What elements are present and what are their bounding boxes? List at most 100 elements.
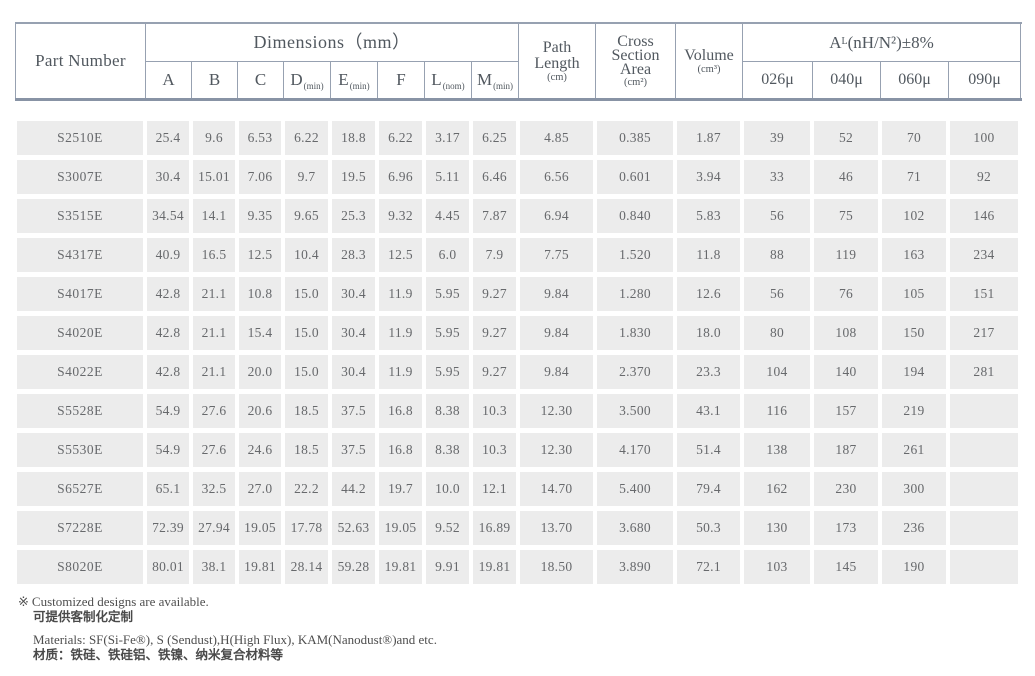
data-cell: 9.27 bbox=[471, 274, 518, 313]
data-cell: 19.05 bbox=[237, 508, 283, 547]
data-cell: 19.5 bbox=[330, 157, 377, 196]
data-cell: 21.1 bbox=[191, 313, 237, 352]
data-cell: 3.94 bbox=[675, 157, 742, 196]
dim-col-c-label: C bbox=[254, 70, 267, 90]
customized-note-cn: 可提供客制化定制 bbox=[33, 610, 134, 624]
part-number-cell: S4317E bbox=[15, 235, 145, 274]
data-cell: 5.95 bbox=[424, 352, 471, 391]
data-cell: 1.280 bbox=[595, 274, 675, 313]
data-cell: 3.890 bbox=[595, 547, 675, 586]
table-body: S2510E 25.4 9.6 6.53 6.22 18.8 6.22 3.17 6.25 4.8… bbox=[15, 118, 1022, 586]
data-cell: 6.96 bbox=[377, 157, 424, 196]
data-cell: 72.1 bbox=[675, 547, 742, 586]
dim-col-d-sub: (min) bbox=[303, 80, 324, 91]
data-cell: 80 bbox=[742, 313, 812, 352]
data-cell: 9.6 bbox=[191, 118, 237, 157]
part-number-cell: S2510E bbox=[15, 118, 145, 157]
path-length-unit: (cm) bbox=[547, 71, 567, 83]
al-base: A bbox=[829, 32, 842, 52]
data-cell: 42.8 bbox=[145, 313, 191, 352]
dim-col-m-label: M bbox=[476, 70, 493, 90]
dim-col-f: F bbox=[378, 62, 425, 98]
customized-note-en-text: Customized designs are available. bbox=[31, 594, 209, 609]
data-cell: 38.1 bbox=[191, 547, 237, 586]
data-cell: 1.830 bbox=[595, 313, 675, 352]
data-cell: 88 bbox=[742, 235, 812, 274]
data-cell: 37.5 bbox=[330, 391, 377, 430]
data-cell: 15.0 bbox=[283, 352, 330, 391]
data-cell: 145 bbox=[812, 547, 880, 586]
data-cell: 0.385 bbox=[595, 118, 675, 157]
dim-col-e: E (min) bbox=[331, 62, 378, 98]
dim-col-f-label: F bbox=[396, 70, 406, 90]
al-col-090u: 090μ bbox=[949, 62, 1021, 98]
data-cell: 6.56 bbox=[518, 157, 595, 196]
data-cell: 12.30 bbox=[518, 430, 595, 469]
cross-section-header: Cross Section Area (cm²) bbox=[596, 24, 676, 98]
data-cell: 7.06 bbox=[237, 157, 283, 196]
data-cell: 173 bbox=[812, 508, 880, 547]
data-cell: 102 bbox=[880, 196, 948, 235]
data-cell: 92 bbox=[948, 157, 1020, 196]
data-cell: 1.520 bbox=[595, 235, 675, 274]
dim-col-e-label: E bbox=[338, 70, 349, 90]
data-cell: 14.70 bbox=[518, 469, 595, 508]
part-number-cell: S4017E bbox=[15, 274, 145, 313]
data-cell: 39 bbox=[742, 118, 812, 157]
dim-col-b: B bbox=[192, 62, 238, 98]
data-cell: 70 bbox=[880, 118, 948, 157]
data-cell: 59.28 bbox=[330, 547, 377, 586]
data-cell: 46 bbox=[812, 157, 880, 196]
data-cell: 234 bbox=[948, 235, 1020, 274]
data-cell: 6.0 bbox=[424, 235, 471, 274]
data-cell: 4.45 bbox=[424, 196, 471, 235]
data-cell: 7.75 bbox=[518, 235, 595, 274]
data-cell: 219 bbox=[880, 391, 948, 430]
data-cell: 236 bbox=[880, 508, 948, 547]
data-cell: 54.9 bbox=[145, 430, 191, 469]
data-cell: 116 bbox=[742, 391, 812, 430]
data-cell: 9.65 bbox=[283, 196, 330, 235]
data-cell: 4.85 bbox=[518, 118, 595, 157]
data-cell: 6.94 bbox=[518, 196, 595, 235]
data-cell: 3.17 bbox=[424, 118, 471, 157]
table-header: Part Number Dimensions（mm） Path Length (… bbox=[15, 22, 1022, 98]
data-cell bbox=[948, 508, 1020, 547]
data-cell: 6.53 bbox=[237, 118, 283, 157]
data-cell: 11.9 bbox=[377, 274, 424, 313]
dim-col-l: L (nom) bbox=[425, 62, 472, 98]
data-cell: 25.3 bbox=[330, 196, 377, 235]
data-cell: 140 bbox=[812, 352, 880, 391]
data-cell: 3.500 bbox=[595, 391, 675, 430]
data-cell: 18.50 bbox=[518, 547, 595, 586]
cross-section-line2: Section bbox=[611, 46, 660, 64]
part-number-cell: S4022E bbox=[15, 352, 145, 391]
al-col-026u: 026μ bbox=[743, 62, 813, 98]
part-number-cell: S3007E bbox=[15, 157, 145, 196]
data-cell: 9.27 bbox=[471, 352, 518, 391]
dim-col-d: D (min) bbox=[284, 62, 331, 98]
data-cell: 11.9 bbox=[377, 352, 424, 391]
data-cell: 16.8 bbox=[377, 391, 424, 430]
part-number-cell: S8020E bbox=[15, 547, 145, 586]
data-cell: 17.78 bbox=[283, 508, 330, 547]
data-cell: 150 bbox=[880, 313, 948, 352]
dim-col-m: M (min) bbox=[472, 62, 519, 98]
data-cell: 7.9 bbox=[471, 235, 518, 274]
data-cell: 12.1 bbox=[471, 469, 518, 508]
customized-note-en: ※ Customized designs are available. bbox=[18, 594, 437, 609]
data-cell: 6.22 bbox=[377, 118, 424, 157]
data-cell: 187 bbox=[812, 430, 880, 469]
data-cell: 34.54 bbox=[145, 196, 191, 235]
data-cell: 5.95 bbox=[424, 313, 471, 352]
data-cell: 13.70 bbox=[518, 508, 595, 547]
data-cell: 23.3 bbox=[675, 352, 742, 391]
path-length-line2: Length bbox=[534, 54, 580, 72]
data-cell: 261 bbox=[880, 430, 948, 469]
data-cell: 119 bbox=[812, 235, 880, 274]
materials-note-en: Materials: SF(Si-Fe®), S (Sendust),H(Hig… bbox=[33, 632, 437, 647]
data-cell bbox=[948, 391, 1020, 430]
data-cell: 51.4 bbox=[675, 430, 742, 469]
header-divider bbox=[15, 98, 1022, 101]
data-cell: 6.25 bbox=[471, 118, 518, 157]
